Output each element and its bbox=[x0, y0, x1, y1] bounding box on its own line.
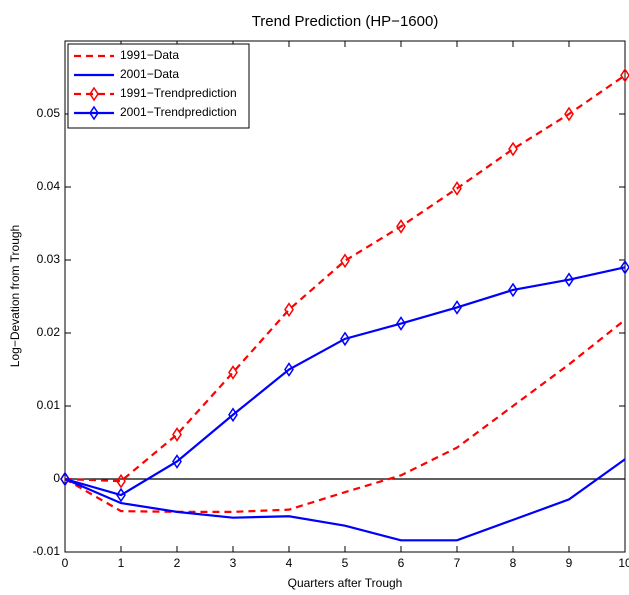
y-tick-label: 0.02 bbox=[37, 325, 61, 339]
marker bbox=[116, 473, 126, 489]
x-tick-label: 3 bbox=[230, 556, 237, 570]
marker bbox=[172, 427, 182, 442]
marker bbox=[396, 316, 406, 331]
x-tick-label: 7 bbox=[454, 556, 461, 570]
legend-marker bbox=[89, 105, 99, 121]
x-tick-label: 5 bbox=[342, 556, 349, 570]
legend-marker bbox=[89, 86, 99, 102]
legend-label: 1991−Data bbox=[120, 48, 179, 62]
x-tick-label: 10 bbox=[618, 556, 629, 570]
x-tick-label: 2 bbox=[174, 556, 181, 570]
series-line bbox=[64, 266, 626, 497]
y-axis-label: Log−Devation from Trough bbox=[8, 225, 22, 367]
x-axis-label: Quarters after Trough bbox=[288, 576, 403, 590]
marker bbox=[172, 454, 182, 469]
legend-box bbox=[67, 43, 250, 129]
legend-label: 2001−Data bbox=[120, 67, 179, 81]
y-tick-label: 0.01 bbox=[37, 398, 61, 412]
chart-title: Trend Prediction (HP−1600) bbox=[252, 13, 439, 30]
series-line bbox=[64, 318, 626, 513]
x-tick-label: 6 bbox=[398, 556, 405, 570]
marker bbox=[564, 106, 574, 122]
series-line bbox=[64, 458, 626, 542]
y-tick-label: 0.04 bbox=[37, 179, 61, 193]
y-tick-label: 0.05 bbox=[37, 106, 61, 120]
series-line bbox=[64, 74, 626, 483]
legend-label: 2001−Trendprediction bbox=[120, 105, 237, 119]
marker bbox=[228, 365, 238, 380]
marker bbox=[452, 300, 462, 315]
marker bbox=[620, 67, 629, 83]
marker bbox=[508, 282, 518, 298]
marker bbox=[228, 407, 238, 423]
plot-frame bbox=[64, 40, 626, 553]
marker bbox=[284, 302, 294, 317]
marker bbox=[60, 471, 70, 487]
marker bbox=[396, 219, 406, 234]
x-tick-label: 8 bbox=[510, 556, 517, 570]
marker bbox=[620, 259, 629, 275]
x-tick-label: 9 bbox=[566, 556, 573, 570]
marker bbox=[116, 487, 126, 503]
x-tick-label: 1 bbox=[118, 556, 125, 570]
marker bbox=[564, 272, 574, 288]
marker bbox=[284, 362, 294, 377]
marker bbox=[452, 181, 462, 196]
legend-label: 1991−Trendprediction bbox=[120, 86, 237, 100]
y-tick-label: 0 bbox=[53, 471, 60, 485]
y-tick-label: 0.03 bbox=[37, 252, 61, 266]
marker bbox=[340, 253, 350, 269]
y-tick-label: -0.01 bbox=[33, 544, 61, 558]
marker bbox=[508, 141, 518, 157]
marker bbox=[340, 331, 350, 347]
x-tick-label: 0 bbox=[62, 556, 69, 570]
x-tick-label: 4 bbox=[286, 556, 293, 570]
